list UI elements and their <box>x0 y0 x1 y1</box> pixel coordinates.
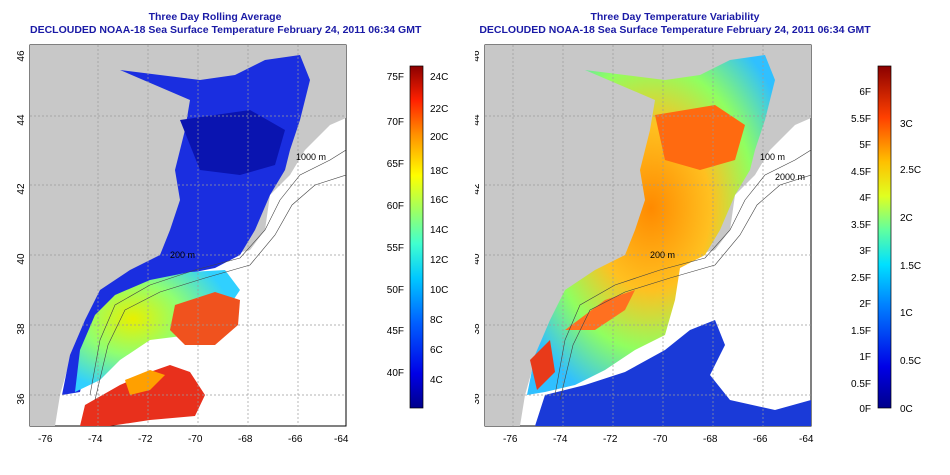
left-colorbar <box>409 65 424 409</box>
svg-text:1F: 1F <box>859 352 871 363</box>
left-lon-labels: -76 -74 -72 -70 -68 -66 -64 <box>38 434 349 445</box>
right-colorbar <box>877 65 892 409</box>
svg-text:-64: -64 <box>799 434 814 445</box>
svg-text:0.5F: 0.5F <box>851 379 871 390</box>
svg-text:6F: 6F <box>859 87 871 98</box>
svg-text:75F: 75F <box>387 72 404 83</box>
svg-text:3C: 3C <box>900 119 913 130</box>
svg-text:10C: 10C <box>430 285 448 296</box>
right-contour-100: 100 m <box>760 152 785 162</box>
svg-text:65F: 65F <box>387 159 404 170</box>
svg-text:-74: -74 <box>553 434 568 445</box>
left-contour-200: 200 m <box>170 250 195 260</box>
svg-text:6C: 6C <box>430 345 443 356</box>
svg-text:-72: -72 <box>603 434 618 445</box>
svg-text:60F: 60F <box>387 201 404 212</box>
svg-text:45F: 45F <box>387 326 404 337</box>
svg-text:36: 36 <box>475 393 482 405</box>
left-colorbar-c-labels: 24C 22C 20C 18C 16C 14C 12C 10C 8C 6C 4C <box>430 72 448 386</box>
left-colorbar-f-labels: 75F 70F 65F 60F 55F 50F 45F 40F <box>387 72 404 379</box>
svg-text:42: 42 <box>475 183 482 195</box>
svg-text:-64: -64 <box>334 434 349 445</box>
svg-text:-68: -68 <box>238 434 253 445</box>
left-contour-1000: 1000 m <box>296 152 326 162</box>
svg-text:-66: -66 <box>288 434 303 445</box>
right-colorbar-f-labels: 6F 5.5F 5F 4.5F 4F 3.5F 3F 2.5F 2F 1.5F … <box>851 87 871 415</box>
svg-text:50F: 50F <box>387 285 404 296</box>
svg-text:2.5C: 2.5C <box>900 165 921 176</box>
svg-text:42: 42 <box>16 183 27 195</box>
svg-text:3.5F: 3.5F <box>851 220 871 231</box>
svg-text:14C: 14C <box>430 225 448 236</box>
svg-text:40F: 40F <box>387 368 404 379</box>
svg-text:46: 46 <box>16 50 27 62</box>
svg-text:22C: 22C <box>430 104 448 115</box>
svg-text:8C: 8C <box>430 315 443 326</box>
sst-average-panel: Three Day Rolling Average DECLOUDED NOAA… <box>16 11 448 445</box>
svg-text:16C: 16C <box>430 195 448 206</box>
svg-text:38: 38 <box>16 323 27 335</box>
svg-text:-76: -76 <box>38 434 53 445</box>
svg-text:-72: -72 <box>138 434 153 445</box>
svg-text:0.5C: 0.5C <box>900 356 921 367</box>
svg-text:4C: 4C <box>430 375 443 386</box>
svg-text:-68: -68 <box>703 434 718 445</box>
right-subtitle: DECLOUDED NOAA-18 Sea Surface Temperatur… <box>479 24 871 36</box>
svg-text:0F: 0F <box>859 404 871 415</box>
right-contour-200: 200 m <box>650 250 675 260</box>
svg-text:-70: -70 <box>653 434 668 445</box>
svg-text:-70: -70 <box>188 434 203 445</box>
svg-text:-76: -76 <box>503 434 518 445</box>
right-lat-labels: 46 44 42 40 38 36 <box>475 50 482 405</box>
right-contour-2000: 2000 m <box>775 172 805 182</box>
svg-text:3F: 3F <box>859 246 871 257</box>
right-contours <box>554 149 811 401</box>
left-gulf-stream <box>170 292 240 345</box>
svg-text:-74: -74 <box>88 434 103 445</box>
svg-text:18C: 18C <box>430 166 448 177</box>
right-colorbar-c-labels: 3C 2.5C 2C 1.5C 1C 0.5C 0C <box>900 119 921 415</box>
svg-text:1.5C: 1.5C <box>900 261 921 272</box>
svg-text:1C: 1C <box>900 308 913 319</box>
svg-text:0C: 0C <box>900 404 913 415</box>
svg-text:46: 46 <box>475 50 482 62</box>
right-title: Three Day Temperature Variability <box>590 11 760 23</box>
svg-text:1.5F: 1.5F <box>851 326 871 337</box>
right-lon-labels: -76 -74 -72 -70 -68 -66 -64 <box>503 434 814 445</box>
svg-text:2C: 2C <box>900 213 913 224</box>
svg-text:40: 40 <box>475 253 482 265</box>
right-low-variability <box>535 320 811 426</box>
svg-text:2F: 2F <box>859 299 871 310</box>
svg-text:24C: 24C <box>430 72 448 83</box>
svg-text:2.5F: 2.5F <box>851 273 871 284</box>
left-contours <box>89 149 346 401</box>
svg-text:44: 44 <box>475 114 482 126</box>
sst-variability-panel: Three Day Temperature Variability DECLOU… <box>475 0 950 475</box>
svg-text:4.5F: 4.5F <box>851 167 871 178</box>
left-map-svg: 200 m 1000 m -76 -74 -72 -70 -68 -66 -64… <box>16 44 448 445</box>
right-map-svg: 200 m 100 m 2000 m -76 -74 -72 -70 -68 -… <box>475 44 921 445</box>
left-title: Three Day Rolling Average <box>148 11 282 23</box>
svg-text:12C: 12C <box>430 255 448 266</box>
svg-text:20C: 20C <box>430 132 448 143</box>
left-subtitle: DECLOUDED NOAA-18 Sea Surface Temperatur… <box>30 24 422 36</box>
svg-text:5.5F: 5.5F <box>851 114 871 125</box>
svg-text:5F: 5F <box>859 140 871 151</box>
svg-text:-66: -66 <box>753 434 768 445</box>
left-lat-labels: 46 44 42 40 38 36 <box>16 50 27 405</box>
svg-text:38: 38 <box>475 323 482 335</box>
svg-text:44: 44 <box>16 114 27 126</box>
svg-text:40: 40 <box>16 253 27 265</box>
svg-text:70F: 70F <box>387 117 404 128</box>
svg-text:55F: 55F <box>387 243 404 254</box>
svg-text:36: 36 <box>16 393 27 405</box>
right-graticule <box>485 45 811 426</box>
left-graticule <box>30 45 346 426</box>
svg-text:4F: 4F <box>859 193 871 204</box>
